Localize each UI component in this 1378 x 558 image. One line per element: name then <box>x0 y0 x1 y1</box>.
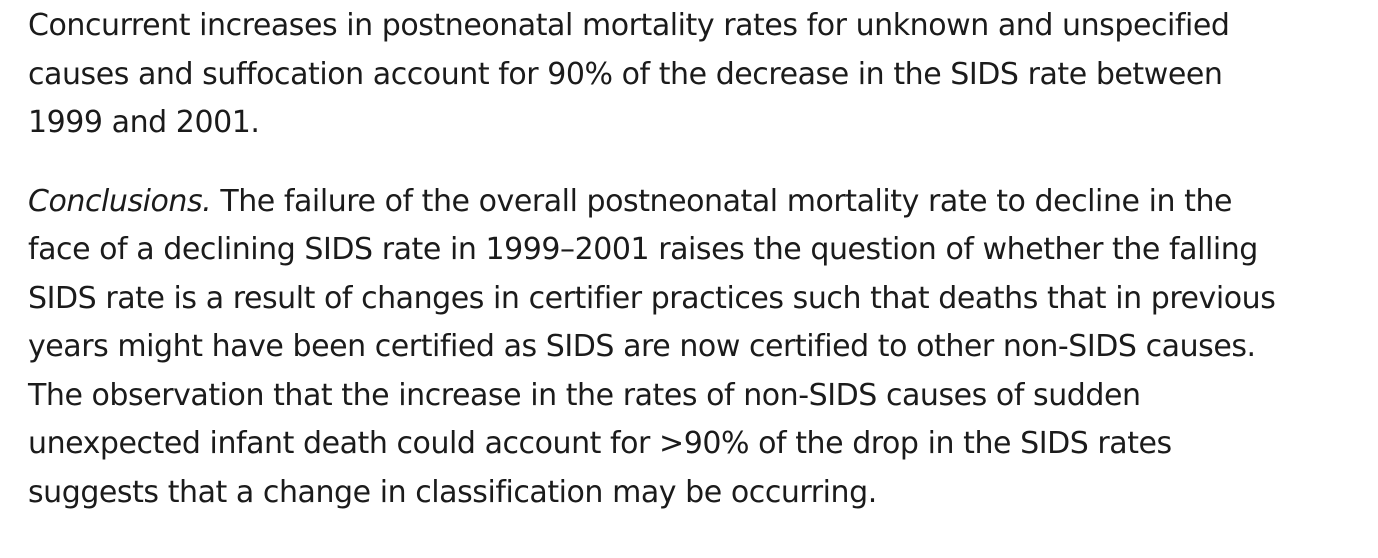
text-line: 1999 and 2001. <box>28 105 260 140</box>
results-paragraph: Concurrent increases in postneonatal mor… <box>28 0 1368 148</box>
text-line: face of a declining SIDS rate in 1999–20… <box>28 232 1258 267</box>
text-line: Conclusions. The failure of the overall … <box>28 178 1368 227</box>
text-line: suggests that a change in classification… <box>28 474 877 510</box>
text-line: SIDS rate is a result of changes in cert… <box>28 280 1276 316</box>
text-line: unexpected infant death could account fo… <box>28 426 1172 461</box>
text-line: The observation that the increase in the… <box>28 377 1141 413</box>
abstract-text: Concurrent increases in postneonatal mor… <box>28 0 1368 517</box>
conclusions-paragraph: Conclusions. The failure of the overall … <box>28 178 1368 518</box>
text-line: causes and suffocation account for 90% o… <box>28 56 1223 92</box>
conclusions-label: Conclusions. <box>28 183 212 219</box>
text-line: Concurrent increases in postneonatal mor… <box>28 8 1230 43</box>
text-line: years might have been certified as SIDS … <box>28 329 1256 364</box>
conclusions-first-line: The failure of the overall postneonatal … <box>211 183 1233 219</box>
